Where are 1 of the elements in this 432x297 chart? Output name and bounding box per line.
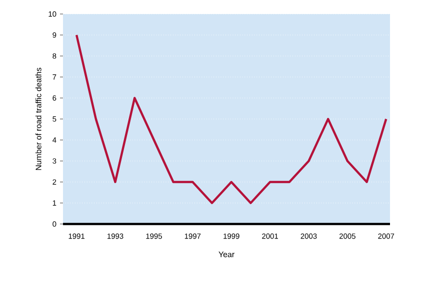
- line-series: [75, 34, 388, 204]
